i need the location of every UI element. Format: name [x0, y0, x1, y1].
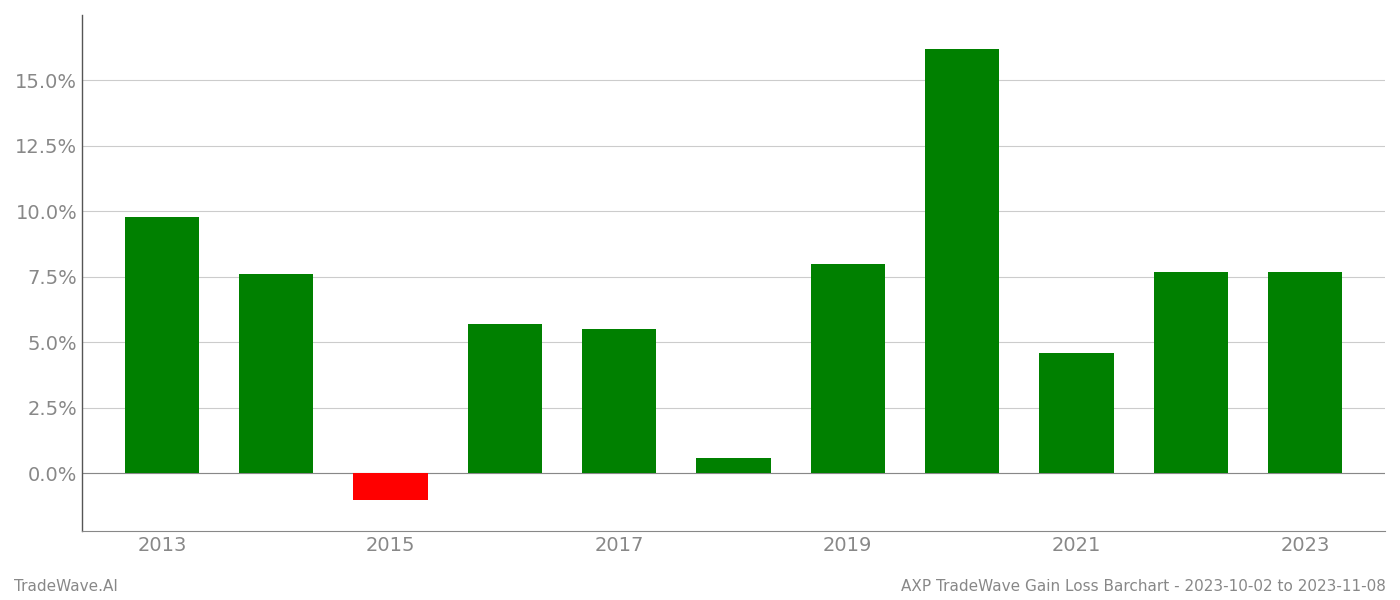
- Text: AXP TradeWave Gain Loss Barchart - 2023-10-02 to 2023-11-08: AXP TradeWave Gain Loss Barchart - 2023-…: [902, 579, 1386, 594]
- Bar: [582, 329, 657, 473]
- Bar: [468, 324, 542, 473]
- Bar: [1268, 272, 1343, 473]
- Bar: [353, 473, 428, 500]
- Bar: [1039, 353, 1113, 473]
- Bar: [925, 49, 1000, 473]
- Bar: [125, 217, 199, 473]
- Bar: [239, 274, 314, 473]
- Text: TradeWave.AI: TradeWave.AI: [14, 579, 118, 594]
- Bar: [811, 264, 885, 473]
- Bar: [1154, 272, 1228, 473]
- Bar: [696, 458, 770, 473]
